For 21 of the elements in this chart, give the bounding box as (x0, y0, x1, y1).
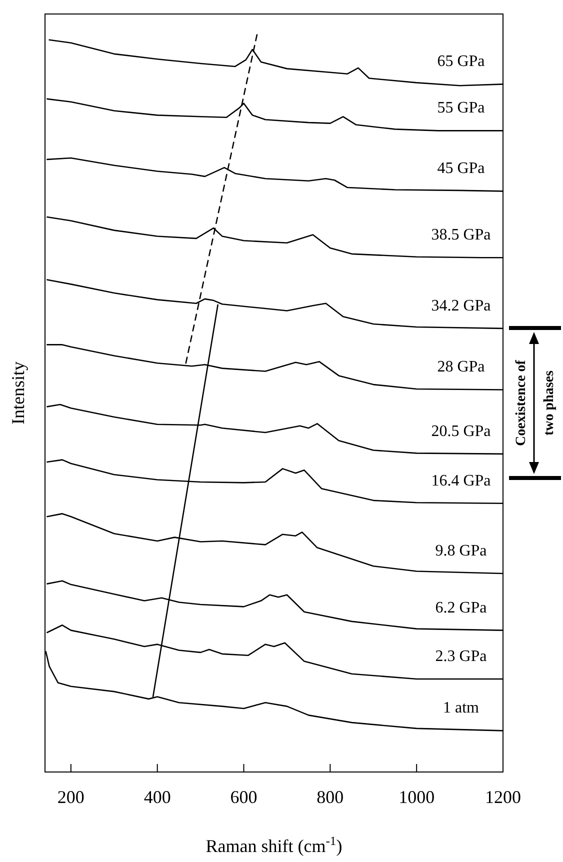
series-label: 6.2 GPa (435, 599, 487, 616)
x-tick-label: 800 (316, 787, 344, 807)
series-label: 9.8 GPa (435, 542, 487, 560)
x-tick-label: 1000 (398, 787, 435, 807)
x-tick-label: 200 (57, 787, 84, 807)
series-label: 65 GPa (437, 53, 485, 70)
x-tick-label: 1200 (485, 787, 521, 807)
series-label: 20.5 GPa (431, 422, 491, 440)
series-label: 34.2 GPa (431, 297, 491, 314)
series-label: 38.5 GPa (431, 226, 491, 244)
series-label: 1 atm (443, 700, 480, 717)
series-label: 55 GPa (437, 100, 485, 117)
x-tick-label: 600 (230, 787, 258, 807)
text: Coexistence of two phases (514, 360, 557, 446)
y-axis-title: Intensity (8, 362, 28, 424)
series-label: 28 GPa (437, 358, 485, 376)
x-tick-label: 400 (144, 787, 171, 807)
series-label: 45 GPa (437, 160, 485, 178)
x-axis-title: Raman shift (cm$^{-1}$) (206, 834, 342, 856)
series-label: 2.3 GPa (435, 648, 487, 666)
legend-label: 16.4 GPa (431, 472, 491, 490)
